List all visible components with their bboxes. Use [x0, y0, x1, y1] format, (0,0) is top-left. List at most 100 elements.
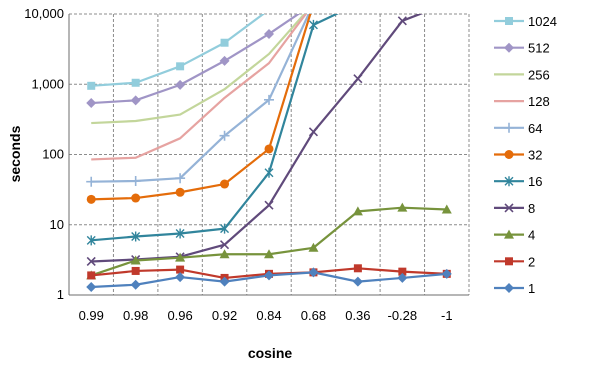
data-point-512: [86, 98, 97, 109]
data-point-16: [86, 235, 96, 246]
data-point-4: [219, 249, 230, 259]
legend-marker-1024: [505, 17, 513, 25]
data-point-8: [353, 74, 363, 84]
data-point-1: [264, 270, 274, 281]
legend-marker-4: [504, 229, 514, 239]
data-point-512: [219, 55, 230, 66]
x-tick-label: 0.92: [212, 308, 237, 323]
legend-label-16: 16: [528, 174, 542, 189]
y-tick-labels: 1 10 100 1,000 10,000: [24, 6, 64, 302]
data-point-4: [264, 249, 274, 259]
legend-label-4: 4: [528, 228, 535, 243]
data-point-1: [352, 276, 363, 287]
legend-label-64: 64: [528, 121, 542, 136]
data-point-64: [86, 176, 97, 187]
data-point-16: [308, 19, 318, 30]
data-point-64: [264, 94, 274, 105]
data-point-512: [130, 95, 141, 106]
data-point-8: [308, 127, 319, 137]
data-point-1024: [131, 78, 140, 87]
x-tick-labels: 0.99 0.98 0.96 0.92 0.84 0.68 0.36 -0.28 -1: [79, 308, 453, 323]
data-point-512: [264, 28, 274, 39]
data-point-16: [264, 167, 274, 178]
legend-marker-16: [504, 176, 514, 187]
x-tick-label: 0.68: [301, 308, 326, 323]
series-line-64: [91, 14, 310, 183]
data-point-32: [264, 144, 274, 154]
data-point-2: [87, 271, 96, 280]
data-point-4: [308, 242, 319, 252]
data-point-64: [219, 130, 230, 141]
legend-label-512: 512: [528, 41, 550, 56]
data-point-4: [175, 252, 186, 262]
data-point-32: [131, 193, 141, 203]
y-axis-title: seconds: [7, 125, 23, 182]
data-point-16: [131, 231, 141, 242]
data-point-64: [175, 173, 186, 184]
data-point-1024: [176, 62, 185, 71]
x-axis-title: cosine: [248, 345, 293, 361]
data-point-4: [441, 204, 452, 214]
legend-label-256: 256: [528, 67, 550, 82]
x-tick-label: 0.84: [256, 308, 281, 323]
data-point-8: [264, 200, 274, 210]
x-tick-label: 0.96: [167, 308, 192, 323]
y-tick-label: 10,000: [24, 6, 64, 21]
legend-marker-512: [504, 42, 514, 53]
data-point-1: [175, 272, 186, 283]
data-point-8: [397, 16, 407, 26]
x-tick-label: 0.98: [123, 308, 148, 323]
data-point-1024: [220, 38, 229, 47]
y-tick-label: 10: [50, 217, 64, 232]
legend-marker-1: [504, 283, 514, 293]
data-point-32: [175, 187, 185, 197]
legend-label-128: 128: [528, 94, 550, 109]
data-point-4: [397, 202, 408, 212]
data-point-1: [130, 279, 141, 290]
x-tick-label: 0.36: [345, 308, 370, 323]
data-point-2: [398, 267, 407, 276]
y-tick-label: 100: [42, 147, 64, 162]
data-point-32: [86, 194, 96, 204]
legend-marker-64: [504, 122, 514, 133]
data-point-1: [86, 281, 97, 292]
data-point-2: [176, 265, 185, 274]
legend: 1024 512 256 128 64 32 16 8 4 2 1: [494, 14, 557, 296]
series-line-32: [91, 14, 312, 201]
data-point-2: [353, 264, 362, 273]
legend-marker-2: [505, 257, 513, 266]
data-point-4: [130, 255, 141, 265]
series-line-8: [91, 14, 424, 263]
legend-label-1: 1: [528, 281, 535, 296]
data-point-64: [130, 175, 141, 186]
data-point-1: [441, 268, 452, 279]
data-point-1: [219, 276, 230, 287]
x-tick-label: 0.99: [79, 308, 104, 323]
data-point-8: [86, 256, 96, 267]
x-tick-label: -0.28: [388, 308, 418, 323]
data-point-1: [308, 267, 319, 278]
legend-label-32: 32: [528, 148, 542, 163]
data-point-512: [175, 79, 186, 90]
data-point-32: [220, 179, 230, 189]
data-point-16: [175, 228, 185, 239]
series-line-128: [91, 14, 308, 161]
data-point-1024: [87, 81, 96, 90]
data-point-1: [397, 272, 408, 283]
data-point-8: [219, 240, 230, 250]
legend-label-8: 8: [528, 201, 535, 216]
series-line-512: [91, 14, 301, 105]
data-point-2: [131, 266, 140, 275]
series-line-4: [90, 206, 447, 277]
markers: [86, 16, 452, 292]
y-tick-label: 1: [57, 287, 64, 302]
data-point-16: [220, 223, 230, 234]
legend-marker-32: [504, 150, 514, 159]
series-line-256: [91, 14, 306, 125]
legend-label-2: 2: [528, 254, 535, 269]
data-point-4: [352, 206, 363, 216]
y-tick-label: 1,000: [31, 76, 64, 91]
legend-label-1024: 1024: [528, 14, 557, 29]
legend-marker-8: [504, 203, 514, 213]
